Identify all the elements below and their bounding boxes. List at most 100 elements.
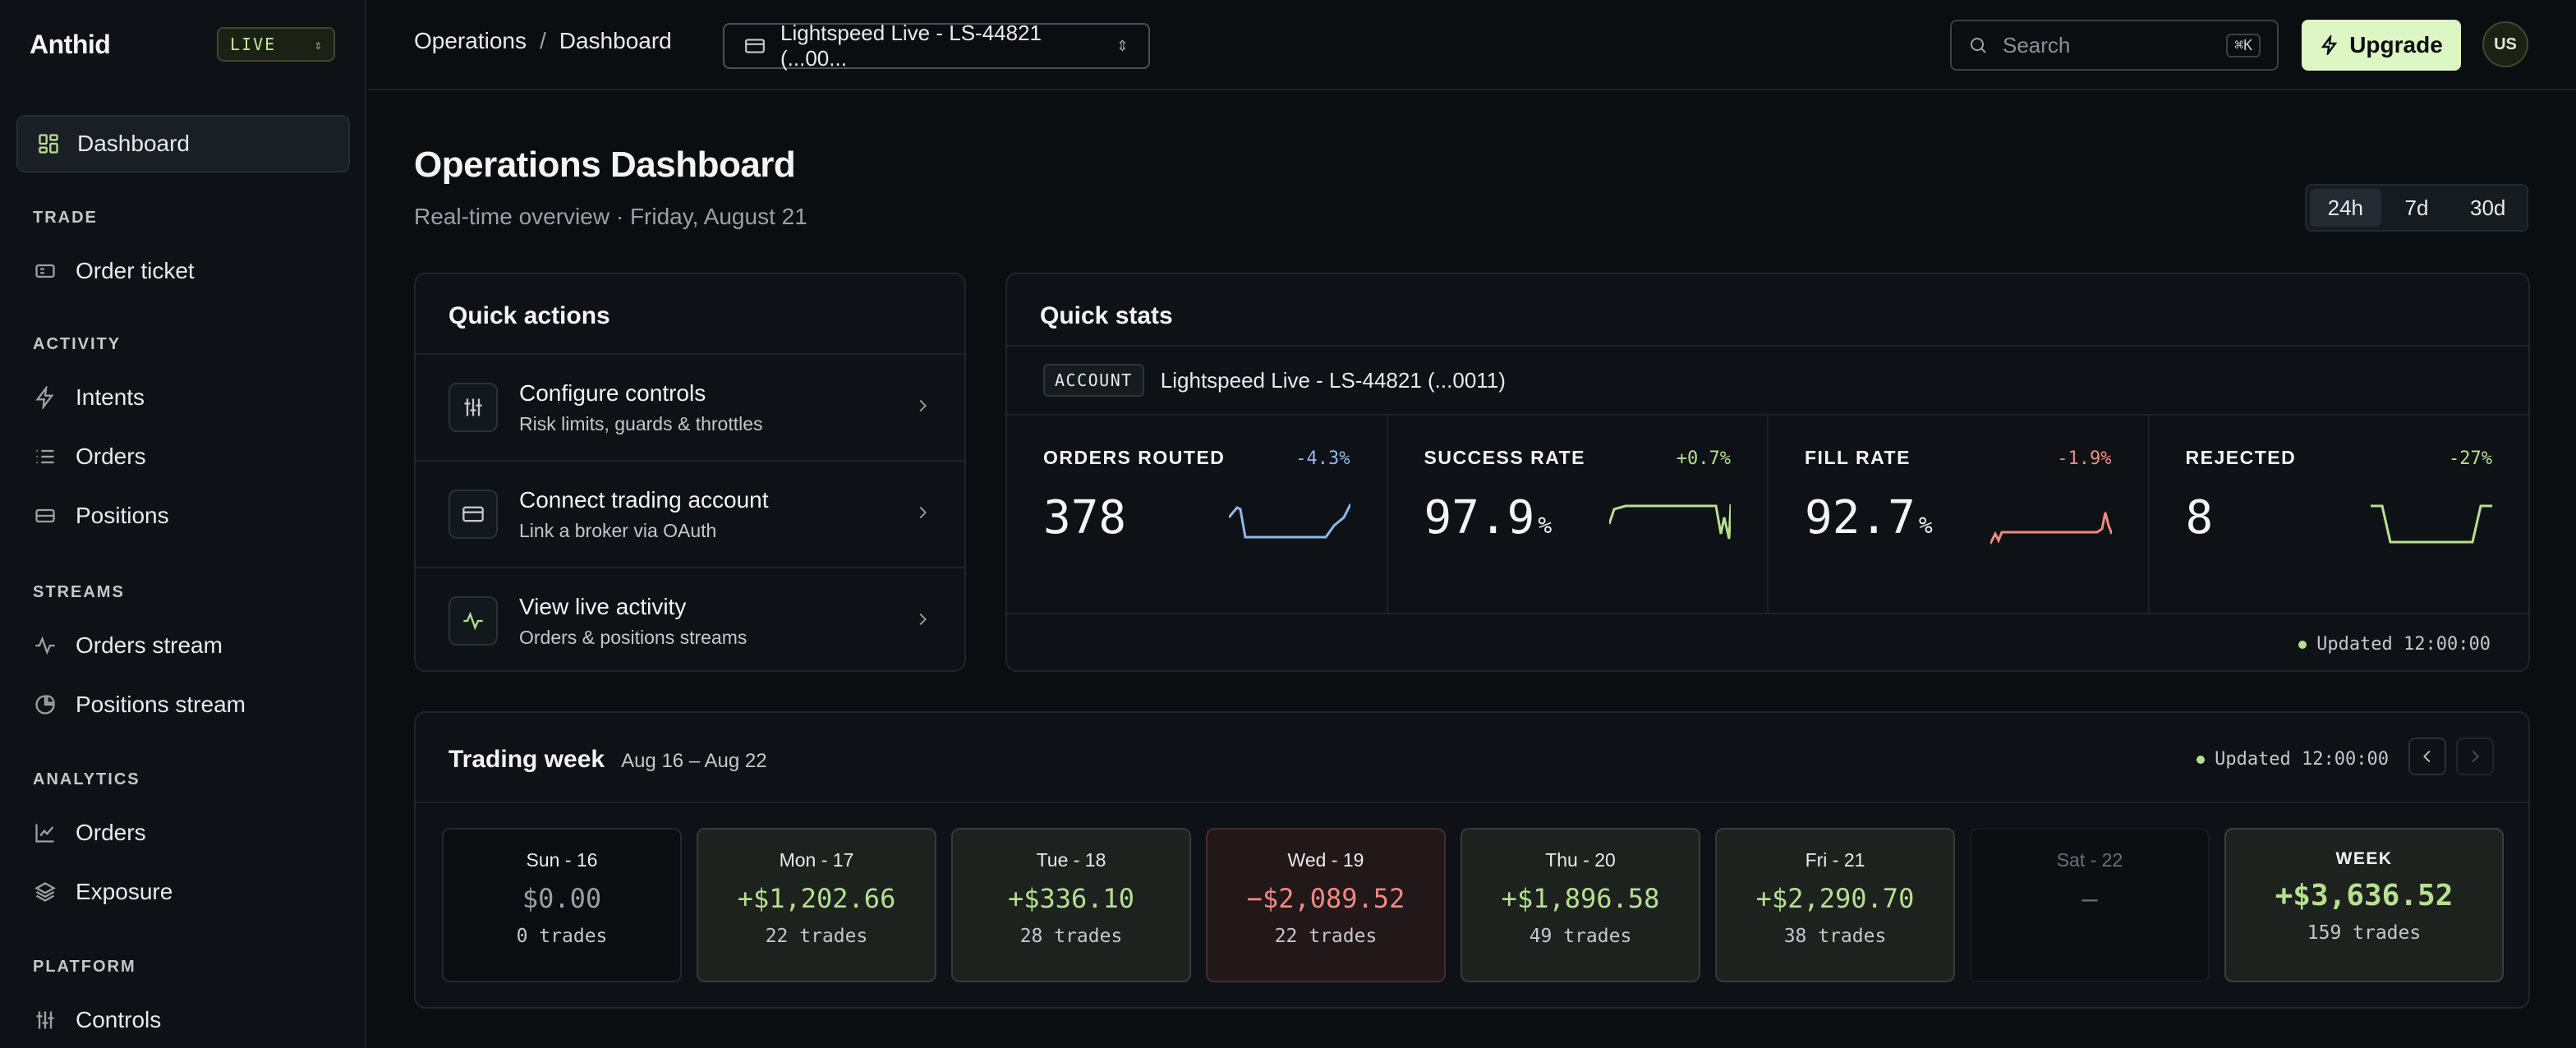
day-card-thu[interactable]: Thu - 20 +$1,896.58 49 trades <box>1460 828 1700 982</box>
breadcrumb: Operations / Dashboard <box>414 28 672 54</box>
quick-actions-title: Quick actions <box>448 302 610 329</box>
chevron-right-icon <box>913 610 932 632</box>
sidebar-item-orders[interactable]: Orders <box>33 440 146 473</box>
trading-week-title: Trading week <box>448 746 605 773</box>
quick-action-subtitle: Risk limits, guards & throttles <box>519 412 763 434</box>
sidebar-item-label: Positions stream <box>76 692 246 717</box>
avatar[interactable]: US <box>2482 21 2528 67</box>
stat-value-number: 8 <box>2185 491 2214 545</box>
pulse-icon <box>448 596 498 646</box>
sidebar-item-positions[interactable]: Positions <box>33 499 169 532</box>
account-select[interactable]: Lightspeed Live - LS-44821 (...00... ⇕ <box>723 21 1150 71</box>
brand-logo: Anthid <box>30 29 111 59</box>
stat-delta: +0.7% <box>1676 448 1731 469</box>
next-week-button[interactable] <box>2456 738 2494 775</box>
stat-value: 8 <box>2186 491 2214 545</box>
status-dot <box>2298 640 2307 649</box>
week-label: WEEK <box>2335 849 2393 868</box>
search-shortcut-badge: ⌘K <box>2226 33 2261 57</box>
sidebar-item-positions-stream[interactable]: Positions stream <box>33 688 246 721</box>
stat-value-number: 92.7 <box>1805 491 1916 545</box>
chevron-right-icon <box>913 397 932 419</box>
card-icon <box>744 35 766 57</box>
sidebar-item-analytics-orders[interactable]: Orders <box>33 816 146 849</box>
quick-action-text: Configure controls Risk limits, guards &… <box>519 380 763 435</box>
day-card-tue[interactable]: Tue - 18 +$336.10 28 trades <box>951 828 1191 982</box>
sidebar-item-orders-stream[interactable]: Orders stream <box>33 629 223 662</box>
sidebar-item-intents[interactable]: Intents <box>33 381 145 414</box>
card-icon <box>448 490 498 539</box>
day-card-sat: Sat - 22 — <box>1970 828 2210 982</box>
range-24h-button[interactable]: 24h <box>2310 189 2381 227</box>
day-trades: 22 trades <box>765 926 868 947</box>
day-amount: +$336.10 <box>1007 883 1135 914</box>
stat-delta: -4.3% <box>1295 448 1350 469</box>
sidebar-item-label: Orders <box>76 444 146 469</box>
environment-label: LIVE <box>230 34 277 54</box>
stats-row: ORDERS ROUTED -4.3% 378 SUCCESS RATE +0.… <box>1007 414 2528 614</box>
stat-value: 378 <box>1043 491 1126 545</box>
sparkline-orders-routed <box>1228 503 1350 539</box>
week-trades: 159 trades <box>2307 922 2422 944</box>
sidebar-item-order-ticket[interactable]: Order ticket <box>33 255 195 287</box>
day-name: Fri - 21 <box>1805 849 1865 871</box>
upgrade-button[interactable]: Upgrade <box>2302 20 2461 71</box>
updated-label: Updated 12:00:00 <box>2316 634 2491 655</box>
stat-label: REJECTED <box>2185 447 2297 468</box>
sparkline-fill-rate <box>1990 512 2112 545</box>
sidebar-item-label: Orders stream <box>76 632 223 658</box>
account-select-label: Lightspeed Live - LS-44821 (...00... <box>780 21 1042 71</box>
sidebar-item-exposure[interactable]: Exposure <box>33 876 172 908</box>
quick-stats-title: Quick stats <box>1040 302 1173 329</box>
chevron-right-icon <box>2466 747 2484 765</box>
day-name: Sun - 16 <box>526 849 598 871</box>
week-amount: +$3,636.52 <box>2275 879 2454 912</box>
day-card-mon[interactable]: Mon - 17 +$1,202.66 22 trades <box>697 828 936 982</box>
quick-action-configure-controls[interactable]: Configure controls Risk limits, guards &… <box>416 353 964 460</box>
previous-week-button[interactable] <box>2408 738 2446 775</box>
stat-label: ORDERS ROUTED <box>1043 447 1226 468</box>
account-tag: ACCOUNT <box>1043 364 1144 397</box>
sidebar-item-controls[interactable]: Controls <box>33 1004 161 1037</box>
topbar: Operations / Dashboard Lightspeed Live -… <box>368 0 2576 90</box>
breadcrumb-dashboard: Dashboard <box>559 28 672 53</box>
dashboard-grid-icon <box>36 131 61 156</box>
day-trades: 28 trades <box>1019 926 1123 947</box>
day-card-sun[interactable]: Sun - 16 $0.00 0 trades <box>442 828 682 982</box>
trading-week-card: Trading week Aug 16 – Aug 22 Updated 12:… <box>414 711 2530 1009</box>
range-7d-button[interactable]: 7d <box>2404 195 2429 220</box>
quick-action-title: Connect trading account <box>519 486 769 513</box>
day-card-fri[interactable]: Fri - 21 +$2,290.70 38 trades <box>1715 828 1955 982</box>
trading-week-updated: Updated 12:00:00 <box>2196 749 2389 770</box>
quick-action-subtitle: Link a broker via OAuth <box>519 519 717 541</box>
divider <box>416 802 2528 803</box>
stat-fill-rate: FILL RATE -1.9% 92.7% <box>1769 416 2150 613</box>
breadcrumb-operations[interactable]: Operations <box>414 28 527 53</box>
positions-icon <box>33 503 58 528</box>
day-name: Wed - 19 <box>1287 849 1364 871</box>
sparkline-rejected <box>2371 504 2492 544</box>
day-amount: +$2,290.70 <box>1755 883 1915 914</box>
day-amount: — <box>2082 883 2098 914</box>
sparkline-success-rate <box>1609 503 1731 540</box>
range-30d-button[interactable]: 30d <box>2469 195 2506 220</box>
stat-unit: % <box>1538 512 1552 539</box>
day-card-wed[interactable]: Wed - 19 −$2,089.52 22 trades <box>1206 828 1446 982</box>
environment-select[interactable]: LIVE ⇕ <box>217 27 335 62</box>
sidebar-item-label: Intents <box>76 384 145 410</box>
quick-action-live-activity[interactable]: View live activity Orders & positions st… <box>416 567 964 673</box>
ticket-icon <box>33 259 58 283</box>
day-trades: 49 trades <box>1529 926 1632 947</box>
quick-action-subtitle: Orders & positions streams <box>519 626 748 648</box>
quick-action-text: Connect trading account Link a broker vi… <box>519 487 769 542</box>
sidebar-item-label: Order ticket <box>76 258 195 283</box>
quick-action-text: View live activity Orders & positions st… <box>519 594 747 649</box>
page-title: Operations Dashboard <box>414 145 796 185</box>
stat-label: SUCCESS RATE <box>1424 447 1585 468</box>
search-input[interactable]: Search ⌘K <box>1950 20 2279 71</box>
nav-section-platform: PLATFORM <box>33 958 136 976</box>
quick-action-connect-account[interactable]: Connect trading account Link a broker vi… <box>416 460 964 567</box>
quick-stats-account-row: ACCOUNT Lightspeed Live - LS-44821 (...0… <box>1007 345 2528 414</box>
quick-actions-card: Quick actions Configure controls Risk li… <box>414 273 966 672</box>
sidebar-item-dashboard[interactable]: Dashboard <box>16 115 350 172</box>
